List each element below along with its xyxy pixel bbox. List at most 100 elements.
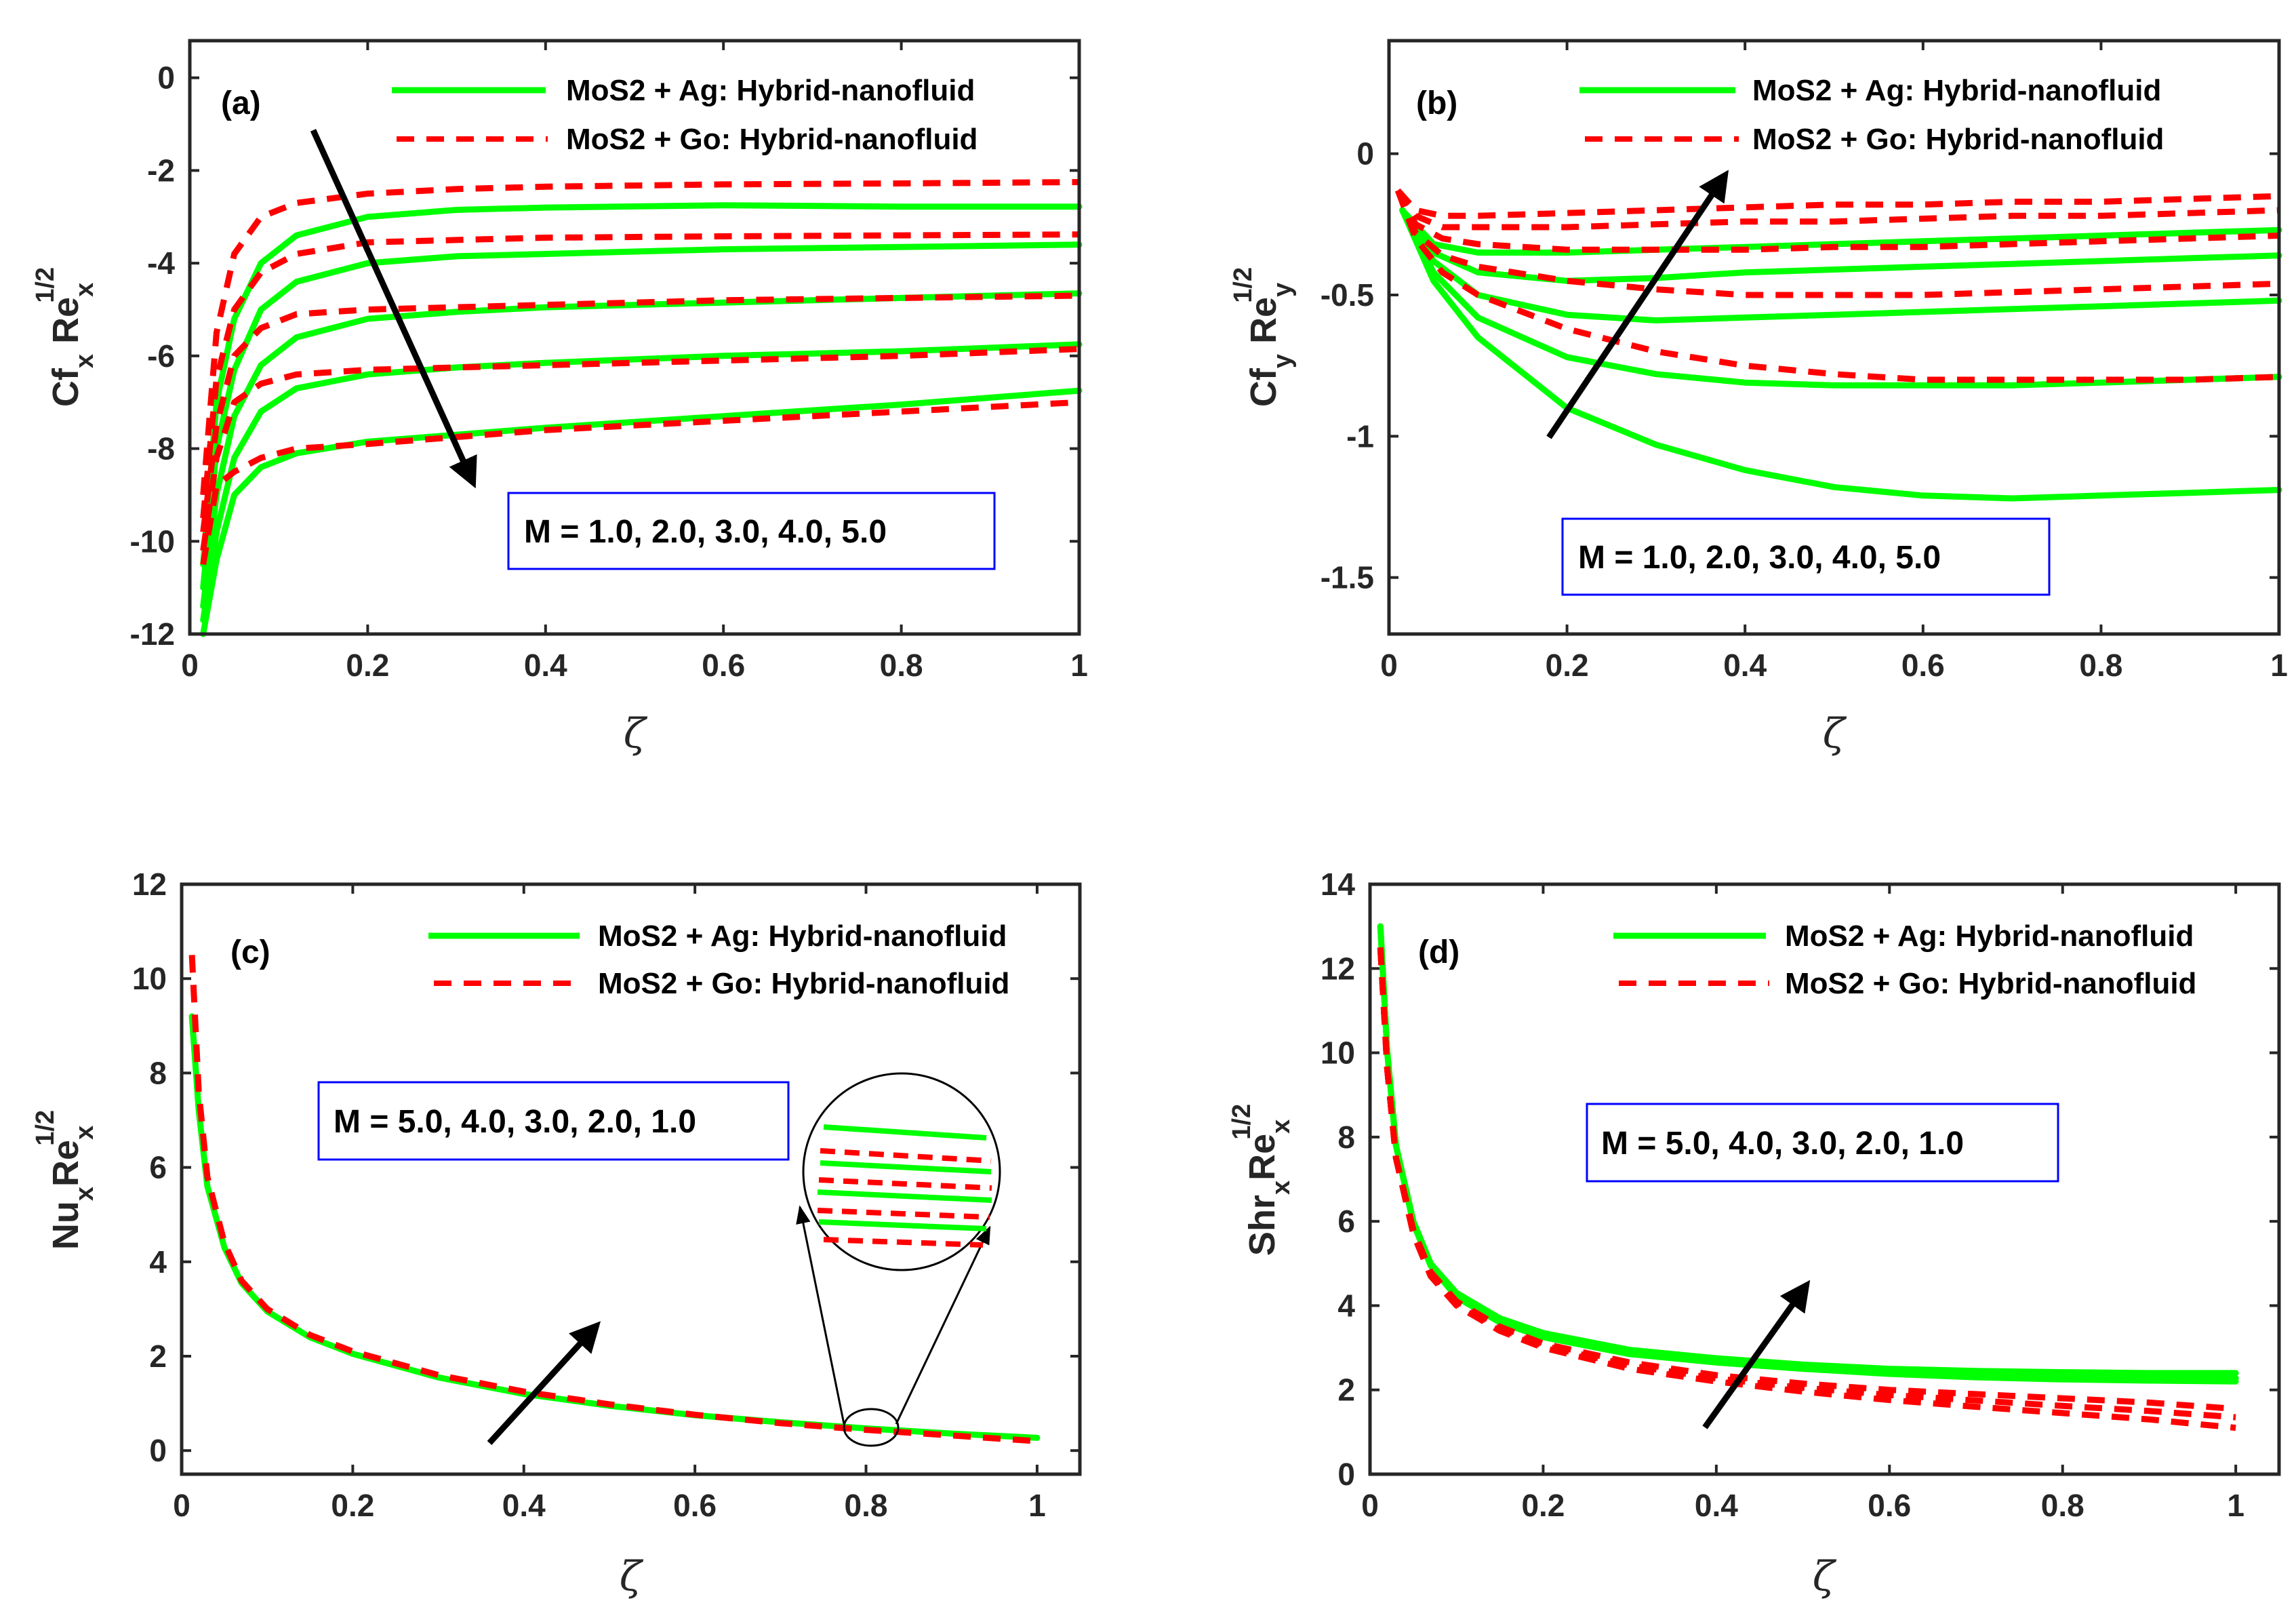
y-tick-label: 12 bbox=[1321, 951, 1355, 986]
panel-d-y-label: ShrxRex1/2 bbox=[1228, 1104, 1295, 1256]
panel-a-legend: MoS2 + Ag: Hybrid-nanofluid MoS2 + Go: H… bbox=[392, 74, 978, 156]
go-series-line-5 bbox=[200, 399, 1080, 566]
panel-c-y-label-main: Nu bbox=[45, 1201, 86, 1250]
panel-b-annotation-text: M = 1.0, 2.0, 3.0, 4.0, 5.0 bbox=[1578, 540, 1941, 576]
panel-d-y-label-sub1: x bbox=[1267, 1181, 1295, 1195]
y-tick-label: -2 bbox=[147, 153, 175, 188]
panel-c-trend-arrow bbox=[487, 1321, 601, 1446]
x-tick-label: 0.4 bbox=[502, 1488, 546, 1523]
x-tick-label: 0.8 bbox=[880, 648, 923, 683]
panel-d-annotation-frame bbox=[1586, 1103, 2059, 1183]
x-tick-label: 0.2 bbox=[346, 648, 389, 683]
go-series-line-3 bbox=[1395, 189, 2280, 253]
y-tick-label: -6 bbox=[147, 338, 175, 374]
go-series-line-3 bbox=[200, 292, 1080, 533]
y-tick-label: 12 bbox=[132, 867, 167, 902]
panel-a-annotation-box: M = 1.0, 2.0, 3.0, 4.0, 5.0 bbox=[507, 492, 996, 570]
panel-b-axes-box bbox=[1387, 39, 2281, 636]
x-tick-label: 0.4 bbox=[524, 648, 567, 683]
y-tick-label: -1 bbox=[1346, 418, 1374, 454]
go-series-line-5 bbox=[1394, 189, 2280, 383]
x-tick-label: 0.2 bbox=[1521, 1488, 1565, 1523]
y-tick-label: 0 bbox=[1356, 136, 1374, 172]
panel-b-y-label: Cfy Rey1/2 bbox=[1229, 267, 1297, 407]
panel-c-axes-box bbox=[180, 882, 1082, 1476]
panel-a-annotation-text: M = 1.0, 2.0, 3.0, 4.0, 5.0 bbox=[524, 514, 887, 550]
panel-c-y-label: NuxRex1/2 bbox=[31, 1110, 99, 1250]
panel-d-x-label: ζ bbox=[1813, 1553, 1837, 1600]
panel-d-y-label-mid: Re bbox=[1242, 1134, 1283, 1181]
x-tick-label: 1 bbox=[1070, 648, 1088, 683]
panel-d-legend-ag-label: MoS2 + Ag: Hybrid-nanofluid bbox=[1785, 919, 2194, 953]
panel-a-y-label: Cfx Rex1/2 bbox=[31, 267, 99, 407]
zoom-source-ellipse bbox=[843, 1408, 900, 1447]
panel-d-label: (d) bbox=[1418, 934, 1459, 970]
panel-b-trend-arrow bbox=[1546, 170, 1729, 439]
y-tick-label: 6 bbox=[149, 1150, 167, 1185]
panel-a-ticks: 0 0.2 0.4 0.6 0.8 1 0 -2 -4 -6 -8 -10 -12 bbox=[130, 41, 1088, 683]
panel-a-x-label: ζ bbox=[624, 710, 648, 757]
panel-b-label: (b) bbox=[1416, 85, 1457, 121]
go-series-line-1 bbox=[200, 179, 1080, 496]
x-tick-label: 0 bbox=[1361, 1488, 1379, 1523]
panel-b-y-label-sub2: y bbox=[1268, 283, 1297, 297]
panel-b-legend-go-label: MoS2 + Go: Hybrid-nanofluid bbox=[1752, 123, 2164, 156]
go-series-line-1 bbox=[1395, 188, 2280, 219]
panel-c-plot-area bbox=[188, 955, 1041, 1444]
panel-a-label: (a) bbox=[221, 85, 261, 121]
ag-series-line-1 bbox=[200, 202, 1083, 568]
panel-c-annotation-frame bbox=[317, 1081, 790, 1161]
panel-a-y-label-sub1: x bbox=[71, 354, 99, 368]
y-tick-label: 4 bbox=[149, 1244, 167, 1280]
y-tick-label: 6 bbox=[1337, 1204, 1355, 1239]
y-tick-label: -4 bbox=[147, 245, 175, 281]
ag-series-line-2 bbox=[200, 241, 1083, 591]
panel-d-y-label-main: Shr bbox=[1242, 1195, 1283, 1256]
panel-a-y-label-mid: Re bbox=[45, 297, 86, 354]
x-tick-label: 0 bbox=[173, 1488, 190, 1523]
x-tick-label: 0 bbox=[1380, 648, 1398, 683]
panel-c-zoom-inset bbox=[796, 1072, 1001, 1447]
y-tick-label: -0.5 bbox=[1321, 277, 1374, 313]
panel-d-trend-arrow bbox=[1702, 1280, 1811, 1429]
panel-d-axes-box bbox=[1368, 882, 2281, 1476]
zoom-inset-go-line bbox=[818, 1177, 992, 1191]
x-tick-label: 0.4 bbox=[1723, 648, 1767, 683]
panel-a: 0 0.2 0.4 0.6 0.8 1 0 -2 -4 -6 -8 -10 -12 (a) MoS2 +… bbox=[31, 39, 1088, 757]
zoom-inset-ag-line bbox=[818, 1219, 987, 1231]
x-tick-label: 0.8 bbox=[2079, 648, 2122, 683]
panel-c-legend: MoS2 + Ag: Hybrid-nanofluid MoS2 + Go: H… bbox=[428, 919, 1009, 1000]
zoom-inset-go-line bbox=[820, 1148, 992, 1164]
panel-b-y-label-sup: 1/2 bbox=[1229, 267, 1257, 303]
zoom-connector-right bbox=[895, 1225, 991, 1425]
x-tick-label: 1 bbox=[1028, 1488, 1046, 1523]
zoom-inset-ag-line bbox=[817, 1189, 992, 1203]
panel-a-y-label-sub2: x bbox=[71, 283, 99, 297]
y-tick-label: -8 bbox=[147, 431, 175, 467]
ag-series-line-5 bbox=[1399, 207, 2282, 502]
panel-a-plot-area bbox=[200, 179, 1083, 637]
x-tick-label: 1 bbox=[2227, 1488, 2244, 1523]
panel-c-annotation-box: M = 5.0, 4.0, 3.0, 2.0, 1.0 bbox=[317, 1081, 790, 1161]
y-tick-label: -1.5 bbox=[1321, 560, 1374, 595]
panel-c-y-label-sup: 1/2 bbox=[31, 1110, 60, 1146]
zoom-inset-lines bbox=[817, 1124, 992, 1248]
panel-d-legend: MoS2 + Ag: Hybrid-nanofluid MoS2 + Go: H… bbox=[1613, 919, 2196, 1000]
x-tick-label: 0.4 bbox=[1695, 1488, 1738, 1523]
panel-b-annotation-box: M = 1.0, 2.0, 3.0, 4.0, 5.0 bbox=[1561, 517, 2051, 596]
panel-b-ticks: 0 0.2 0.4 0.6 0.8 1 0 -0.5 -1 -1.5 bbox=[1321, 41, 2288, 683]
y-tick-label: 4 bbox=[1337, 1288, 1355, 1323]
y-tick-label: -10 bbox=[130, 523, 175, 559]
panel-b: 0 0.2 0.4 0.6 0.8 1 0 -0.5 -1 -1.5 (b) MoS2 + Ag:… bbox=[1229, 39, 2288, 757]
panel-b-legend-ag-label: MoS2 + Ag: Hybrid-nanofluid bbox=[1752, 74, 2161, 107]
x-tick-label: 0.6 bbox=[1868, 1488, 1911, 1523]
panel-a-y-label-main: Cf bbox=[45, 368, 86, 407]
y-tick-label: -12 bbox=[130, 616, 175, 652]
x-tick-label: 1 bbox=[2270, 648, 2288, 683]
panel-d-annotation-text: M = 5.0, 4.0, 3.0, 2.0, 1.0 bbox=[1601, 1126, 1964, 1162]
y-tick-label: 10 bbox=[1321, 1035, 1355, 1071]
panel-b-annotation-frame bbox=[1561, 517, 2051, 596]
y-tick-label: 8 bbox=[1337, 1120, 1355, 1155]
